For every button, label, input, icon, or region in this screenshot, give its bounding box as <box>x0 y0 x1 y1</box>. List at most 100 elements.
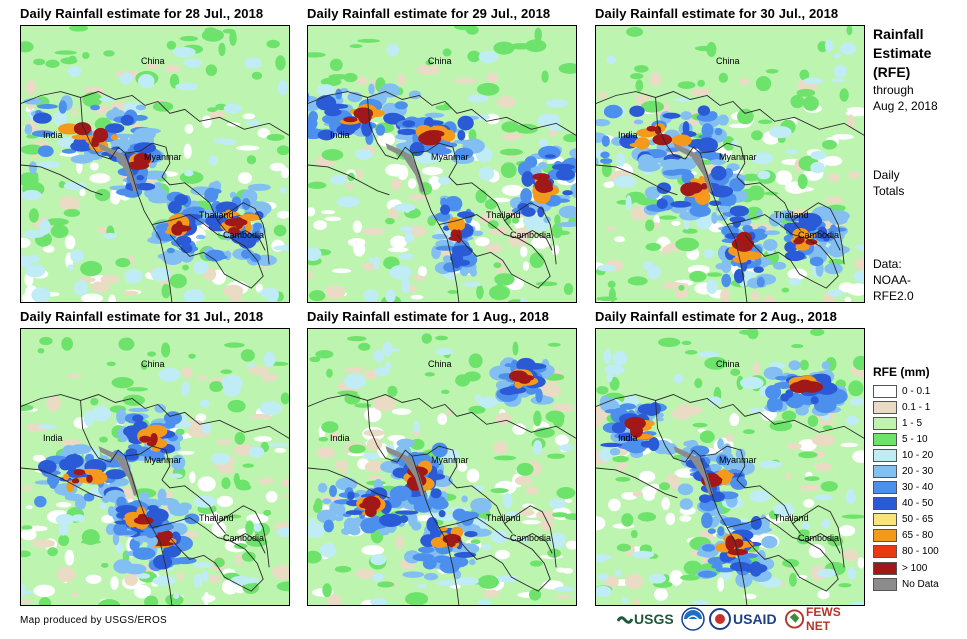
rain-cell <box>173 593 180 600</box>
rain-cell <box>729 205 749 217</box>
rain-cell <box>52 111 68 126</box>
rain-cell <box>626 26 644 37</box>
usaid-logo[interactable]: USAID <box>709 605 783 633</box>
rain-cell <box>98 503 108 509</box>
rain-cell <box>89 162 99 171</box>
rain-cell <box>751 152 774 165</box>
rain-cell <box>854 244 864 251</box>
rain-cell <box>87 470 108 485</box>
rain-cell <box>150 267 172 282</box>
rain-cell <box>604 364 625 375</box>
rain-cell <box>729 413 740 427</box>
country-border <box>21 91 289 136</box>
rain-cell <box>522 363 547 370</box>
rain-cell <box>485 243 503 254</box>
rain-cell <box>201 594 216 603</box>
rain-cell <box>257 128 270 138</box>
rain-cell <box>495 412 512 425</box>
rain-cell <box>265 491 278 503</box>
rain-cell <box>551 244 560 256</box>
rain-cell <box>280 167 289 179</box>
rain-cell <box>21 255 33 268</box>
rain-cell <box>681 340 692 346</box>
partner-logos: USGS USAID FEWS NET <box>617 605 867 633</box>
rain-cell <box>323 519 334 533</box>
rain-cell <box>511 216 520 224</box>
rain-cell <box>751 130 763 141</box>
rain-cell <box>492 440 508 455</box>
rain-cell <box>821 139 838 150</box>
rain-cell <box>715 263 726 270</box>
rain-cell <box>557 221 576 228</box>
rain-cell <box>183 143 192 159</box>
rain-cell <box>747 329 759 340</box>
rain-cell <box>452 258 461 269</box>
rain-cell <box>172 225 192 232</box>
rain-cell <box>660 158 684 169</box>
rain-cell <box>356 168 363 180</box>
country-border <box>518 230 553 251</box>
legend-title-line: (RFE) <box>873 64 911 80</box>
rain-cell <box>82 52 90 59</box>
rainfall-map[interactable]: China India Myanmar Thailand Cambodia <box>307 25 577 303</box>
rain-cell <box>562 567 574 574</box>
rain-cell <box>748 408 765 414</box>
legend-scale: RFE (mm) 0 - 0.1 0.1 - 1 1 - 5 5 - 10 10 - 2… <box>873 365 967 592</box>
rain-cell <box>329 484 337 498</box>
rain-cell <box>614 236 625 243</box>
fewsnet-logo[interactable]: FEWS NET <box>785 605 865 633</box>
rain-cell <box>33 58 46 66</box>
rain-cell <box>179 412 187 426</box>
rain-cell <box>201 570 209 582</box>
legend-daily-line: Totals <box>873 184 905 198</box>
rain-cell <box>184 420 205 430</box>
rain-cell <box>119 135 129 143</box>
country-border <box>792 505 845 568</box>
rain-cell <box>551 512 568 518</box>
rain-cell <box>457 523 481 533</box>
rain-cell <box>208 110 226 119</box>
rain-cell <box>181 381 190 397</box>
rain-cell <box>416 64 440 75</box>
noaa-logo[interactable] <box>681 605 707 633</box>
rain-cell <box>220 138 237 146</box>
rain-cell <box>395 535 404 549</box>
rain-cell <box>364 460 386 473</box>
rain-cell <box>455 577 479 586</box>
rain-cell <box>390 178 402 191</box>
rain-cell <box>263 351 276 367</box>
usgs-logo[interactable]: USGS <box>617 605 679 633</box>
rain-cell <box>203 208 212 218</box>
rain-cell <box>512 341 519 356</box>
rainfall-map[interactable]: China India Myanmar Thailand Cambodia <box>595 328 865 606</box>
rain-cell <box>715 205 734 213</box>
rain-cell <box>772 261 787 270</box>
rain-cell <box>263 509 272 516</box>
map-label-china: China <box>716 359 740 369</box>
rainfall-map[interactable]: China India Myanmar Thailand Cambodia <box>20 25 290 303</box>
rain-cell <box>752 361 760 378</box>
rain-cell <box>764 230 781 236</box>
rain-cell <box>308 247 322 261</box>
rain-cell <box>184 170 194 177</box>
rain-cell <box>522 214 547 228</box>
legend-swatch-label: 30 - 40 <box>902 482 934 494</box>
rain-cell <box>276 145 289 156</box>
rainfall-map[interactable]: China India Myanmar Thailand Cambodia <box>307 328 577 606</box>
rainfall-map[interactable]: China India Myanmar Thailand Cambodia <box>20 328 290 606</box>
rainfall-map[interactable]: China India Myanmar Thailand Cambodia <box>595 25 865 303</box>
rain-cell <box>308 550 322 564</box>
rain-cell <box>71 108 77 116</box>
rain-cell <box>538 162 548 170</box>
rain-cell <box>363 289 379 302</box>
rain-cell <box>325 285 346 300</box>
rain-cell <box>386 43 400 57</box>
rain-cell <box>260 373 278 382</box>
rain-cell <box>21 237 31 248</box>
rain-cell <box>846 107 864 113</box>
rain-cell <box>47 547 59 557</box>
rain-cell <box>490 487 509 494</box>
rain-cell <box>852 355 864 371</box>
rain-cell <box>817 568 837 578</box>
rain-cell <box>309 517 316 527</box>
